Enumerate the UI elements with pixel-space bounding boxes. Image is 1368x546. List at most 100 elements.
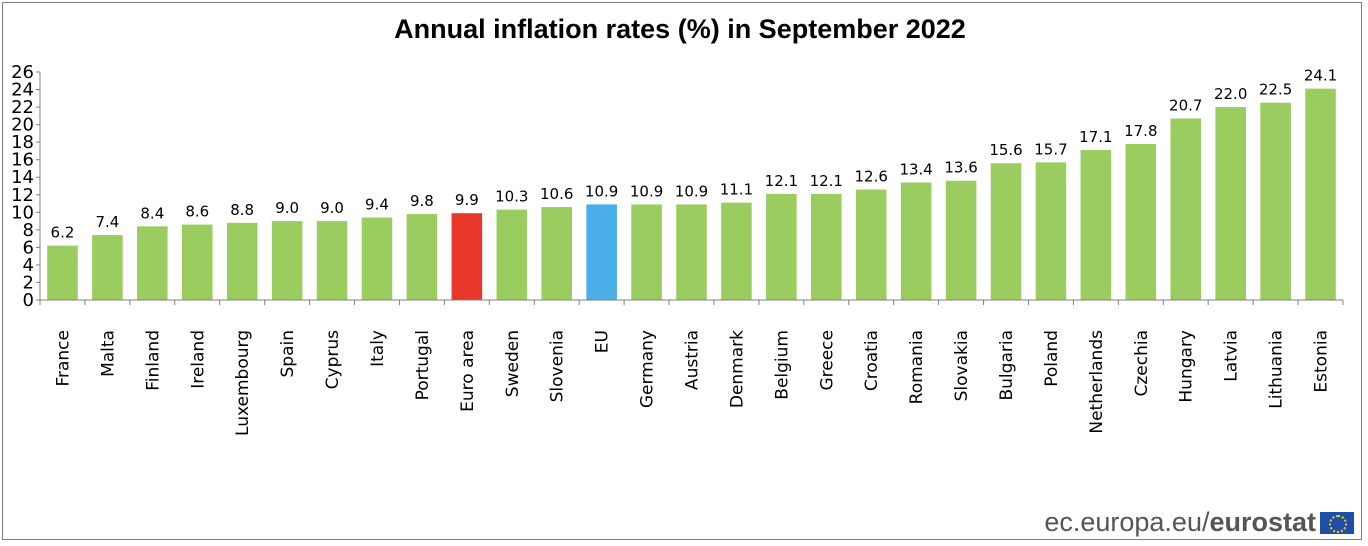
- data-label: 17.8: [1124, 122, 1157, 140]
- data-label: 10.9: [585, 182, 618, 200]
- x-tick-label: Bulgaria: [997, 330, 1017, 401]
- x-tick-label: Czechia: [1132, 330, 1152, 397]
- data-label: 13.4: [899, 160, 932, 178]
- bar-ireland: [181, 224, 213, 300]
- bar-bulgaria: [990, 163, 1022, 300]
- bar-austria: [676, 204, 707, 300]
- data-label: 9.0: [320, 199, 344, 217]
- y-tick-label: 20: [11, 115, 34, 136]
- data-label: 9.8: [410, 192, 434, 210]
- data-label: 22.5: [1259, 81, 1292, 99]
- x-axis: France Malta Finland Ireland Luxembourg Spain…: [39, 299, 1344, 436]
- bar-estonia: [1305, 88, 1336, 301]
- x-tick-label: Romania: [907, 330, 927, 404]
- bars: 6.2 7.4 8.4 8.6 8.8 9.0 9.0 9.4 9.8 9.9 10.3 10.6 10…: [47, 67, 1337, 301]
- data-label: 10.6: [540, 185, 573, 203]
- data-label: 10.9: [630, 182, 663, 200]
- y-tick-label: 18: [11, 132, 34, 153]
- x-tick-label: Poland: [1042, 330, 1062, 387]
- data-label: 12.1: [810, 172, 843, 190]
- bar-euro-area: [451, 213, 483, 300]
- x-tick-label: Austria: [683, 330, 703, 390]
- y-tick-label: 10: [11, 202, 34, 223]
- y-tick-label: 2: [23, 272, 34, 293]
- data-label: 22.0: [1214, 85, 1247, 103]
- x-tick-label: Germany: [638, 330, 658, 408]
- bar-lithuania: [1260, 102, 1291, 300]
- data-label: 9.9: [455, 191, 479, 209]
- bar-denmark: [721, 202, 752, 300]
- x-tick-label: Croatia: [862, 330, 882, 391]
- x-tick-label: Sweden: [503, 330, 523, 397]
- x-tick-label: France: [53, 330, 73, 387]
- bar-latvia: [1215, 107, 1246, 300]
- y-tick-label: 12: [11, 185, 34, 206]
- data-label: 17.1: [1079, 128, 1112, 146]
- bar-portugal: [406, 214, 438, 300]
- x-tick-label: Cyprus: [323, 330, 343, 389]
- data-label: 8.4: [140, 204, 164, 222]
- footer-site: ec.europa.eu/: [1044, 507, 1210, 537]
- eu-flag-icon: [1320, 511, 1354, 534]
- y-tick-label: 0: [23, 290, 34, 311]
- x-tick-label: Ireland: [188, 330, 208, 389]
- x-tick-label: Hungary: [1177, 330, 1197, 403]
- bar-cyprus: [316, 221, 348, 300]
- data-label: 15.6: [989, 141, 1022, 159]
- data-label: 10.3: [495, 188, 528, 206]
- y-tick-label: 6: [23, 237, 34, 258]
- data-label: 9.4: [365, 196, 389, 214]
- x-tick-label: Italy: [368, 330, 388, 367]
- x-tick-label: Slovakia: [952, 330, 972, 401]
- x-tick-label: Belgium: [772, 330, 792, 400]
- x-tick-label: Spain: [278, 330, 298, 378]
- data-label: 20.7: [1169, 96, 1202, 114]
- x-tick-label: Estonia: [1312, 330, 1332, 393]
- bar-greece: [811, 193, 842, 300]
- y-tick-label: 14: [11, 167, 34, 188]
- bar-spain: [271, 221, 303, 300]
- data-label: 8.6: [185, 203, 209, 221]
- data-label: 8.8: [230, 201, 254, 219]
- data-label: 24.1: [1304, 67, 1337, 85]
- y-tick-label: 8: [23, 220, 34, 241]
- data-label: 7.4: [95, 213, 119, 231]
- x-tick-label: Lithuania: [1267, 330, 1287, 409]
- data-label: 13.6: [944, 159, 977, 177]
- x-tick-label: Greece: [817, 330, 837, 391]
- data-label: 9.0: [275, 199, 299, 217]
- eurostat-footer: ec.europa.eu/eurostat: [1044, 507, 1354, 538]
- bar-sweden: [496, 209, 528, 300]
- data-label: 11.1: [720, 181, 753, 199]
- x-tick-label: Latvia: [1222, 330, 1242, 382]
- x-tick-label: EU: [593, 330, 613, 353]
- bar-belgium: [766, 193, 797, 300]
- y-tick-label: 24: [11, 80, 34, 101]
- bar-slovakia: [945, 180, 977, 300]
- x-tick-label: Denmark: [727, 330, 747, 408]
- bar-croatia: [855, 189, 887, 300]
- bar-hungary: [1170, 118, 1202, 300]
- bar-italy: [361, 217, 393, 300]
- bar-germany: [631, 204, 662, 300]
- y-tick-label: 16: [11, 150, 34, 171]
- bar-netherlands: [1080, 150, 1112, 300]
- bar-france: [47, 245, 78, 300]
- footer-brand: eurostat: [1209, 507, 1316, 537]
- bar-malta: [92, 235, 123, 300]
- y-tick-label: 26: [11, 62, 34, 83]
- y-tick-label: 4: [23, 255, 34, 276]
- bar-luxembourg: [226, 222, 258, 300]
- bar-romania: [900, 182, 932, 300]
- x-tick-label: Euro area: [458, 330, 478, 412]
- x-tick-label: Luxembourg: [233, 330, 253, 436]
- bar-poland: [1035, 162, 1067, 300]
- data-label: 12.1: [765, 172, 798, 190]
- data-label: 12.6: [855, 168, 888, 186]
- bar-finland: [137, 226, 168, 300]
- x-tick-label: Netherlands: [1087, 330, 1107, 434]
- x-tick-label: Finland: [143, 330, 163, 391]
- data-label: 10.9: [675, 182, 708, 200]
